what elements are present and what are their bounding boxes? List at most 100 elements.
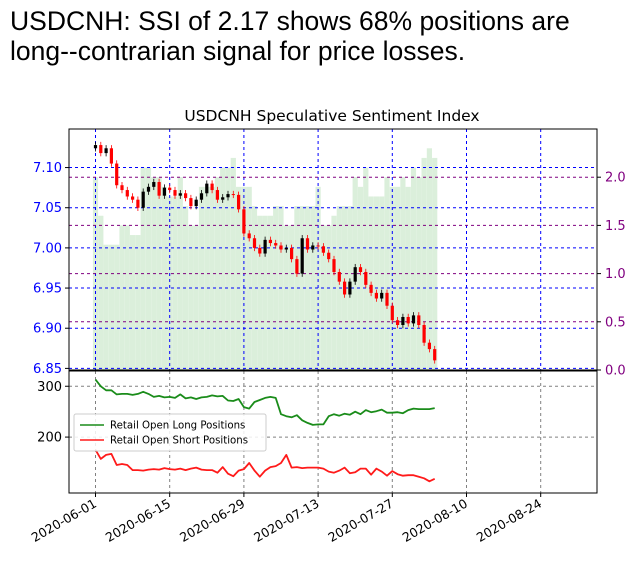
ssi-bar <box>357 186 364 370</box>
ssi-tick-label: 0.0 <box>605 364 626 379</box>
headline-line-2: long--contrarian signal for price losses… <box>10 36 466 66</box>
candle-body <box>433 349 437 361</box>
ssi-bar <box>225 167 231 370</box>
candle-body <box>417 315 421 326</box>
candle-body <box>369 284 373 293</box>
ssi-bar <box>432 157 438 370</box>
date-tick-label: 2020-08-24 <box>474 496 544 545</box>
candle-body <box>396 320 400 326</box>
ssi-bar <box>119 225 125 370</box>
ssi-bar <box>130 235 136 370</box>
candle-body <box>300 238 304 274</box>
candle-body <box>284 247 288 250</box>
date-tick-label: 2020-06-01 <box>29 496 99 545</box>
price-tick-label: 7.10 <box>33 161 62 176</box>
ssi-bar <box>326 225 332 370</box>
date-tick-label: 2020-08-10 <box>400 496 470 545</box>
ssi-bar <box>145 167 152 370</box>
candle-body <box>290 247 294 260</box>
price-tick-label: 6.95 <box>33 282 62 297</box>
candle-body <box>364 271 368 285</box>
candle-body <box>173 190 177 196</box>
ssi-bar <box>331 215 337 370</box>
candle-body <box>226 194 230 198</box>
candle-body <box>115 163 119 186</box>
short-positions-line <box>94 449 436 483</box>
ssi-bar <box>304 206 311 370</box>
ssi-bars <box>92 148 438 370</box>
positions-tick-label: 300 <box>37 380 62 395</box>
positions-panel-frame <box>68 370 598 494</box>
ssi-bar <box>177 177 183 370</box>
ssi-bar <box>108 244 114 370</box>
candle-body <box>422 325 426 343</box>
ssi-bar <box>299 206 305 370</box>
candle-body <box>411 315 416 324</box>
candle-body <box>385 292 389 306</box>
ssi-bar <box>193 225 199 370</box>
ssi-tick-label: 0.5 <box>605 315 626 330</box>
candle-body <box>337 271 341 282</box>
candle-body <box>231 194 235 196</box>
date-tick-label: 2020-06-15 <box>103 496 173 545</box>
candle-body <box>178 193 182 196</box>
ssi-tick-label: 2.0 <box>605 171 626 186</box>
ssi-bar <box>315 186 321 370</box>
candle-body <box>242 209 246 234</box>
positions-tick-label: 200 <box>37 431 62 446</box>
ssi-bar <box>246 186 252 370</box>
candle-body <box>120 185 124 191</box>
date-tick-label: 2020-06-29 <box>177 496 247 545</box>
price-panel-frame <box>68 128 598 371</box>
ssi-bar <box>405 186 411 370</box>
ssi-bar <box>214 177 220 370</box>
headline: USDCNH: SSI of 2.17 shows 68% positions … <box>10 6 630 66</box>
ssi-bar <box>294 206 300 370</box>
candle-body <box>210 183 214 191</box>
ssi-bar <box>421 157 427 370</box>
candle-body <box>184 193 188 199</box>
candle-body <box>125 190 129 197</box>
ssi-bar <box>283 225 289 370</box>
ssi-bar <box>320 225 326 370</box>
candle-body <box>141 191 145 208</box>
candle-body <box>311 245 315 250</box>
ssi-bar <box>220 167 226 370</box>
ssi-bar <box>198 186 205 370</box>
candle-body <box>427 342 431 350</box>
candle-body <box>268 239 272 244</box>
candle-body <box>406 316 410 324</box>
positions-lines <box>94 379 436 483</box>
candle-body <box>401 316 405 326</box>
candle-body <box>316 245 320 247</box>
candle-body <box>390 305 394 321</box>
date-tick-label: 2020-07-13 <box>251 496 321 545</box>
ssi-bar <box>310 206 316 370</box>
candle-body <box>343 281 347 295</box>
long-positions-line <box>94 379 435 426</box>
candle-body <box>104 148 108 154</box>
ssi-bar <box>204 186 210 370</box>
ssi-bar <box>209 186 215 370</box>
ssi-bar <box>230 157 236 370</box>
candle-body <box>305 238 310 250</box>
ssi-bar <box>379 196 385 370</box>
price-tick-label: 7.05 <box>33 201 62 216</box>
ssi-bar <box>124 225 130 370</box>
price-tick-label: 6.85 <box>33 362 62 377</box>
candle-body <box>194 199 198 207</box>
candle-body <box>168 187 172 191</box>
ssi-bar <box>167 196 173 370</box>
candle-body <box>274 243 278 246</box>
candle-body <box>380 292 384 299</box>
price-axes: 6.85 6.90 6.95 7.00 7.05 7.10 0.0 0.5 1.0 1.5 2.0 <box>33 128 626 379</box>
ssi-bar <box>135 235 141 370</box>
ssi-bar <box>161 186 167 370</box>
legend-box <box>73 413 267 452</box>
candle-body <box>279 245 283 250</box>
candle-body <box>109 148 113 164</box>
candle-body <box>237 194 241 210</box>
ssi-bar <box>98 215 104 370</box>
ssi-bar <box>410 167 417 370</box>
